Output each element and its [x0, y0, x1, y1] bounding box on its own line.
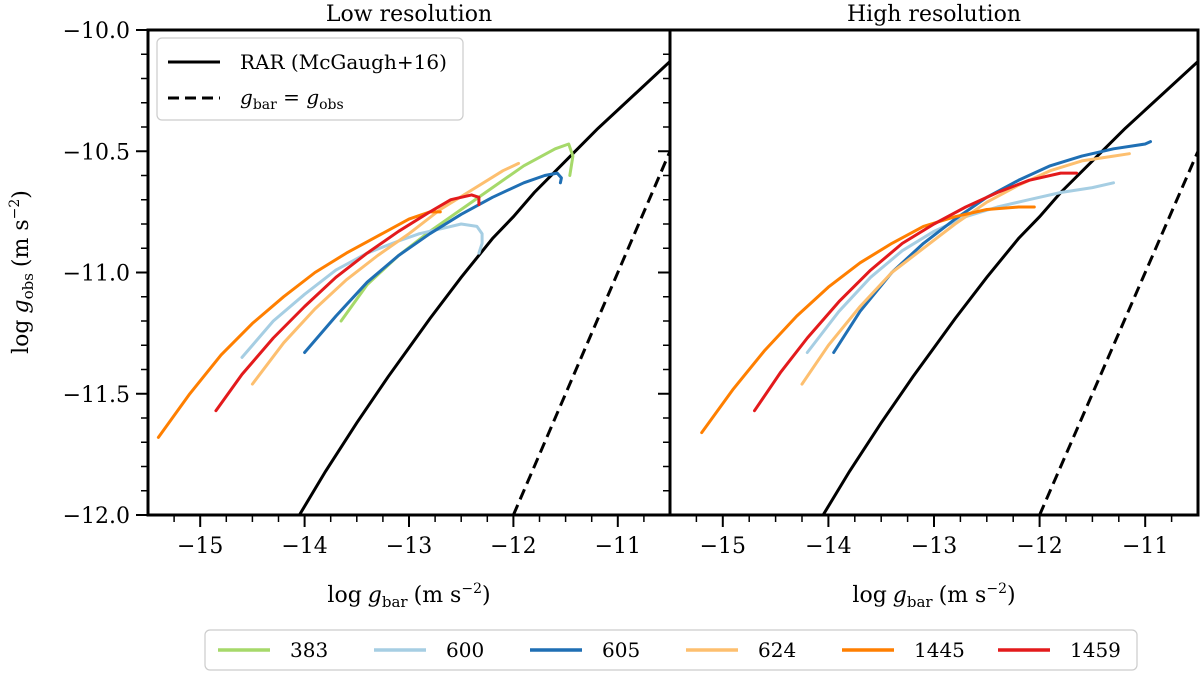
- legend-sub-obs: obs: [319, 97, 344, 113]
- left-series-383: [339, 142, 575, 323]
- left-series-1459: [214, 193, 481, 413]
- left-ticks: −15 −14 −13 −12 −11 −12.0 −11.5 −11.0 −10.5 −10.0: [63, 19, 645, 559]
- left-y-tick-label: −11.0: [63, 262, 130, 287]
- reference-legend: RAR (McGaugh+16) gbar = gobs: [156, 37, 464, 121]
- series-legend-items: 383 600 605 624 1445 1459: [218, 638, 1121, 662]
- left-rar-line: [298, 60, 670, 515]
- legend-label-600: 600: [446, 638, 484, 662]
- x-label-unit: (m s: [414, 583, 462, 608]
- legend-label-624: 624: [758, 638, 796, 662]
- x-label-close: ): [482, 583, 491, 608]
- left-x-tick-label: −14: [281, 534, 327, 559]
- y-axis-label: log gobs (m s−2): [7, 190, 37, 354]
- x-label-unit: (m s: [939, 583, 987, 608]
- left-y-tick-label: −11.5: [63, 383, 130, 408]
- right-series-group: [700, 140, 1152, 435]
- x-label-var: g: [368, 583, 382, 608]
- y-label-close: ): [9, 190, 34, 199]
- right-x-tick-label: −11: [1122, 534, 1168, 559]
- right-series-1445: [700, 205, 1036, 435]
- left-y-tick-label: −10.5: [63, 140, 130, 165]
- left-series-group: [156, 142, 575, 439]
- left-series-600: [240, 222, 484, 359]
- legend-label-383: 383: [290, 638, 328, 662]
- right-one-to-one-line: [1038, 150, 1198, 515]
- legend-var-gobs: g: [306, 85, 319, 109]
- right-series-1459: [753, 171, 1079, 413]
- right-reference-lines: [821, 60, 1198, 515]
- right-x-tick-label: −14: [805, 534, 851, 559]
- legend-sub-bar: bar: [253, 97, 277, 113]
- right-x-tick-label: −12: [1016, 534, 1062, 559]
- y-label-log: log: [9, 320, 34, 354]
- left-x-tick-label: −15: [177, 534, 223, 559]
- left-reference-lines: [298, 60, 670, 515]
- right-x-tick-label: −15: [700, 534, 746, 559]
- series-legend: 383 600 605 624 1445 1459: [204, 629, 1138, 671]
- legend-label-1459: 1459: [1070, 638, 1121, 662]
- left-series-1445: [156, 210, 442, 439]
- x-label-sub: bar: [382, 593, 409, 611]
- x-label-sub: bar: [907, 593, 934, 611]
- left-x-tick-label: −13: [386, 534, 432, 559]
- left-x-tick-label: −11: [595, 534, 641, 559]
- right-rar-line: [821, 60, 1198, 515]
- left-y-tick-label: −10.0: [63, 19, 130, 44]
- y-label-unit: (m s: [9, 219, 34, 267]
- right-panel-title: High resolution: [847, 2, 1021, 27]
- one-to-one-legend-label: gbar = gobs: [240, 85, 344, 113]
- x-label-log: log: [327, 583, 361, 608]
- x-label-log: log: [852, 583, 886, 608]
- right-axes-frame: [668, 28, 1200, 517]
- y-label-var: g: [9, 299, 34, 313]
- right-series-605: [832, 140, 1152, 354]
- left-one-to-one-line: [512, 150, 670, 515]
- left-series-605: [303, 171, 563, 354]
- series-legend-box: [204, 629, 1138, 671]
- legend-label-605: 605: [602, 638, 640, 662]
- left-y-tick-label: −12.0: [63, 504, 130, 529]
- x-label-close: ): [1007, 583, 1016, 608]
- y-label-exp: −2: [7, 199, 23, 220]
- x-label-exp: −2: [986, 581, 1007, 597]
- legend-equals: =: [277, 85, 306, 109]
- right-ticks: −15 −14 −13 −12 −11: [658, 29, 1173, 559]
- left-series-624: [250, 161, 521, 386]
- left-x-axis-label: log gbar (m s−2): [327, 581, 490, 611]
- right-x-axis-label: log gbar (m s−2): [852, 581, 1015, 611]
- rar-legend-label: RAR (McGaugh+16): [240, 50, 447, 74]
- legend-label-1445: 1445: [914, 638, 965, 662]
- reference-legend-box: [156, 37, 464, 121]
- left-x-tick-label: −12: [490, 534, 536, 559]
- x-label-exp: −2: [461, 581, 482, 597]
- legend-var-gbar: g: [240, 85, 253, 109]
- left-panel-title: Low resolution: [326, 2, 492, 27]
- y-label-sub: obs: [19, 273, 37, 299]
- x-label-var: g: [893, 583, 907, 608]
- right-x-tick-label: −13: [911, 534, 957, 559]
